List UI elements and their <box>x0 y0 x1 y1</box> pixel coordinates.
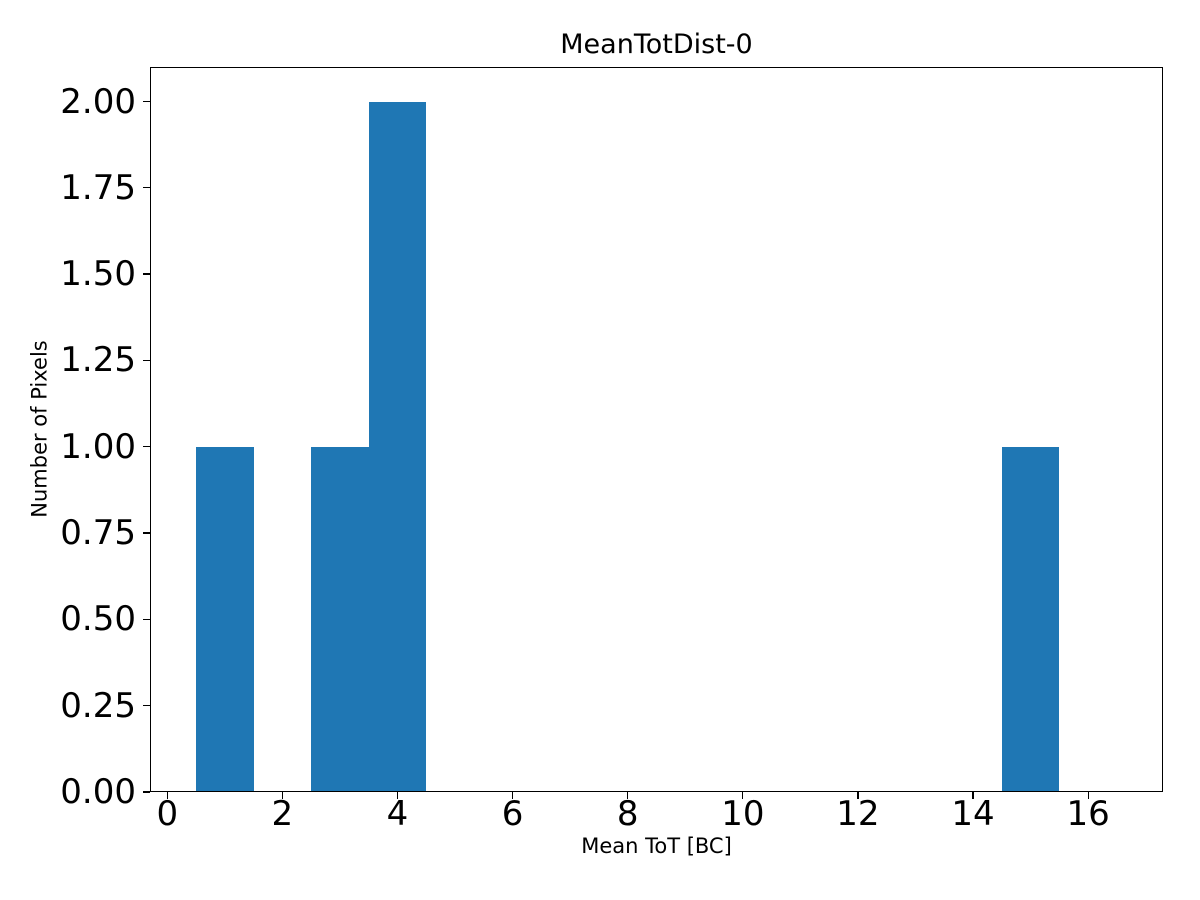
histogram-bar <box>1001 446 1060 792</box>
x-tick-mark <box>857 792 859 799</box>
x-tick-label: 8 <box>616 794 639 834</box>
histogram-bar <box>368 101 427 792</box>
x-tick-label: 16 <box>1066 794 1110 834</box>
histogram-bar <box>196 446 254 792</box>
x-tick-label: 10 <box>721 794 765 834</box>
y-tick-label: 0.75 <box>60 513 136 554</box>
x-tick-mark <box>281 792 284 799</box>
x-tick-label: 4 <box>386 794 409 834</box>
x-tick-mark <box>1087 792 1089 799</box>
y-tick-label: 2.00 <box>60 81 136 122</box>
chart-title: MeanTotDist-0 <box>560 29 753 60</box>
x-tick-label: 12 <box>836 794 880 834</box>
x-tick-mark <box>396 792 399 799</box>
x-tick-mark <box>742 792 744 799</box>
y-tick-mark <box>143 446 150 448</box>
y-tick-label: 0.50 <box>60 599 136 640</box>
y-axis-label: Number of Pixels <box>27 340 52 518</box>
y-tick-label: 0.25 <box>60 685 136 726</box>
y-tick-label: 1.25 <box>60 340 136 381</box>
x-axis-label: Mean ToT [BC] <box>581 834 732 858</box>
x-tick-label: 0 <box>156 794 179 834</box>
y-tick-label: 1.50 <box>60 254 136 295</box>
x-tick-label: 6 <box>501 794 524 834</box>
histogram-bar <box>311 446 369 792</box>
y-tick-mark <box>143 791 150 793</box>
y-tick-label: 1.00 <box>60 426 136 467</box>
y-tick-label: 1.75 <box>60 167 136 208</box>
x-tick-mark <box>166 792 168 799</box>
y-tick-mark <box>143 100 150 103</box>
x-tick-mark <box>627 792 629 799</box>
x-tick-label: 2 <box>271 794 294 834</box>
y-tick-mark <box>143 187 150 189</box>
x-tick-label: 14 <box>951 794 995 834</box>
y-tick-mark <box>143 618 150 621</box>
y-tick-mark <box>143 273 150 275</box>
y-tick-mark <box>143 532 150 534</box>
y-tick-label: 0.00 <box>60 772 136 812</box>
y-tick-mark <box>143 705 150 707</box>
x-tick-mark <box>972 792 974 799</box>
y-tick-mark <box>143 359 150 362</box>
x-tick-mark <box>511 792 514 799</box>
